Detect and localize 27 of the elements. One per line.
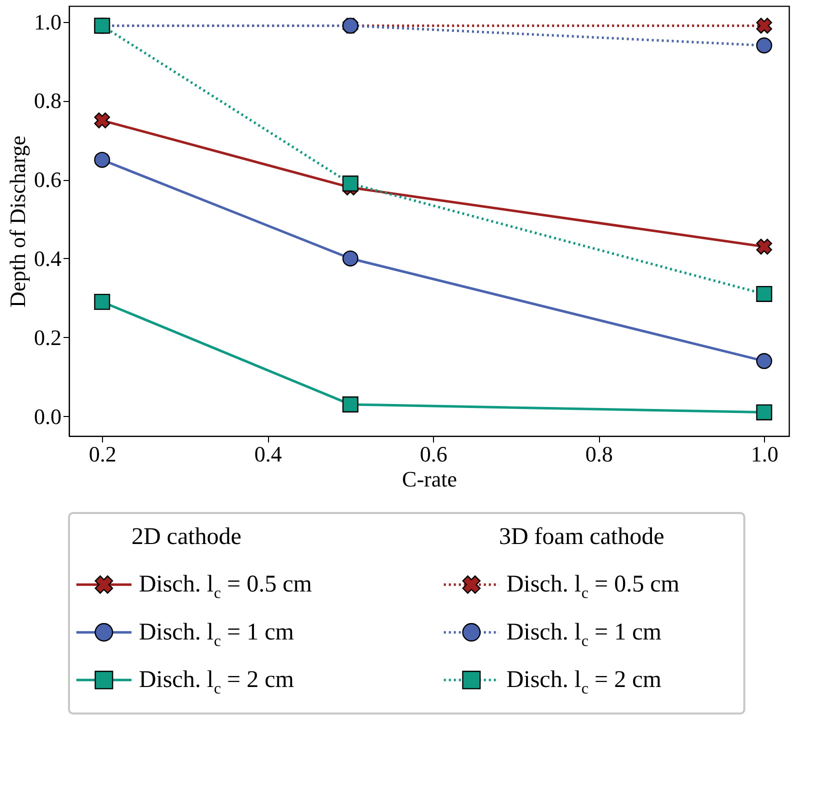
point bbox=[756, 286, 772, 302]
y-axis-title: Depth of Discharge bbox=[5, 136, 30, 308]
y-tick-label: 0.2 bbox=[34, 324, 62, 350]
point bbox=[94, 152, 110, 168]
text: 3D foam cathode bbox=[498, 524, 664, 550]
x-tick-label: 0.6 bbox=[420, 442, 448, 466]
x-tick-label: 1.0 bbox=[750, 442, 778, 466]
text: 2D cathode bbox=[131, 524, 242, 550]
point bbox=[756, 37, 772, 54]
point bbox=[342, 176, 358, 192]
y-tick-label: 0.8 bbox=[34, 88, 62, 114]
y-tick-label: 0.0 bbox=[34, 404, 62, 429]
x-tick-label: 0.4 bbox=[254, 442, 282, 466]
x-tick-label: 0.8 bbox=[585, 442, 613, 466]
y-tick-label: 0.6 bbox=[34, 167, 62, 192]
point bbox=[342, 396, 358, 412]
point bbox=[756, 404, 772, 420]
point bbox=[94, 294, 110, 310]
x-axis-title: C-rate bbox=[402, 466, 457, 492]
point bbox=[342, 250, 358, 266]
point bbox=[756, 353, 772, 370]
y-tick-label: 1.0 bbox=[34, 9, 62, 34]
y-tick-label: 0.4 bbox=[34, 246, 62, 271]
point bbox=[94, 112, 110, 128]
x-tick-label: 0.2 bbox=[88, 442, 116, 466]
point bbox=[756, 18, 772, 34]
point bbox=[756, 238, 772, 255]
